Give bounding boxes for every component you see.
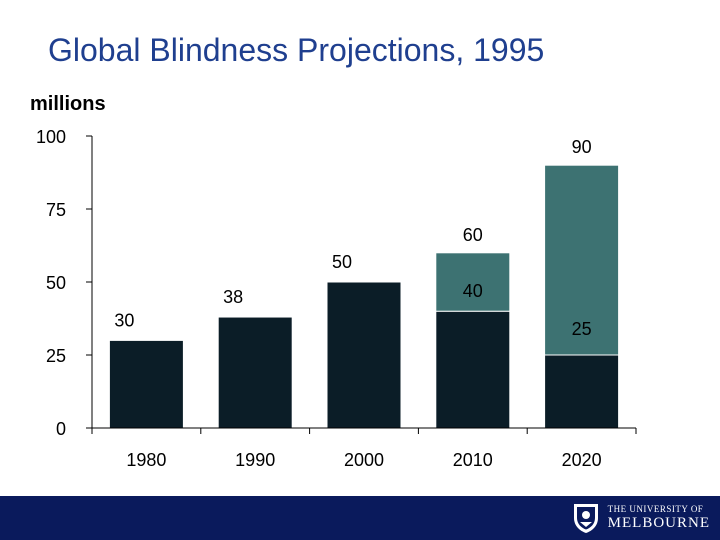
bar-1980-segment-1	[108, 339, 184, 429]
bar-2010-segment-2	[435, 252, 511, 312]
bar-2000-segment-1	[326, 281, 402, 429]
y-tick-label-0: 0	[56, 419, 66, 439]
x-tick-label-1990: 1990	[235, 450, 275, 470]
bar-2020-segment-2	[544, 164, 620, 356]
y-tick-label-75: 75	[46, 200, 66, 220]
y-tick-label-25: 25	[46, 346, 66, 366]
data-label-1980-30: 30	[114, 310, 134, 330]
data-label-2000-50: 50	[332, 252, 352, 272]
data-label-1990-38: 38	[223, 287, 243, 307]
y-tick-label-50: 50	[46, 273, 66, 293]
x-tick-label-2000: 2000	[344, 450, 384, 470]
university-crest-icon	[573, 504, 598, 533]
y-axis-unit-label: millions	[30, 93, 106, 115]
bar-1990-segment-1	[217, 316, 293, 429]
bar-2010-segment-1	[435, 310, 511, 429]
footer-bar: THE UNIVERSITY OF MELBOURNE	[0, 496, 720, 540]
bar-chart: 0 25 50 75 100 1980 1990 2000 2010 2020 30 38 50 40 6…	[36, 127, 637, 470]
y-tick-label-100: 100	[36, 127, 66, 147]
page-title: Global Blindness Projections, 1995	[48, 32, 545, 68]
university-name-line2: MELBOURNE	[607, 515, 710, 531]
x-tick-label-2020: 2020	[562, 450, 602, 470]
data-label-2020-25: 25	[572, 319, 592, 339]
university-name-line1: THE UNIVERSITY OF	[607, 504, 704, 514]
university-logo: THE UNIVERSITY OF MELBOURNE	[572, 502, 710, 534]
data-label-2010-40: 40	[463, 281, 483, 301]
bar-2020-segment-1	[544, 354, 620, 429]
x-tick-label-2010: 2010	[453, 450, 493, 470]
data-label-2010-60: 60	[463, 225, 483, 245]
data-label-2020-90: 90	[572, 137, 592, 157]
x-tick-label-1980: 1980	[126, 450, 166, 470]
